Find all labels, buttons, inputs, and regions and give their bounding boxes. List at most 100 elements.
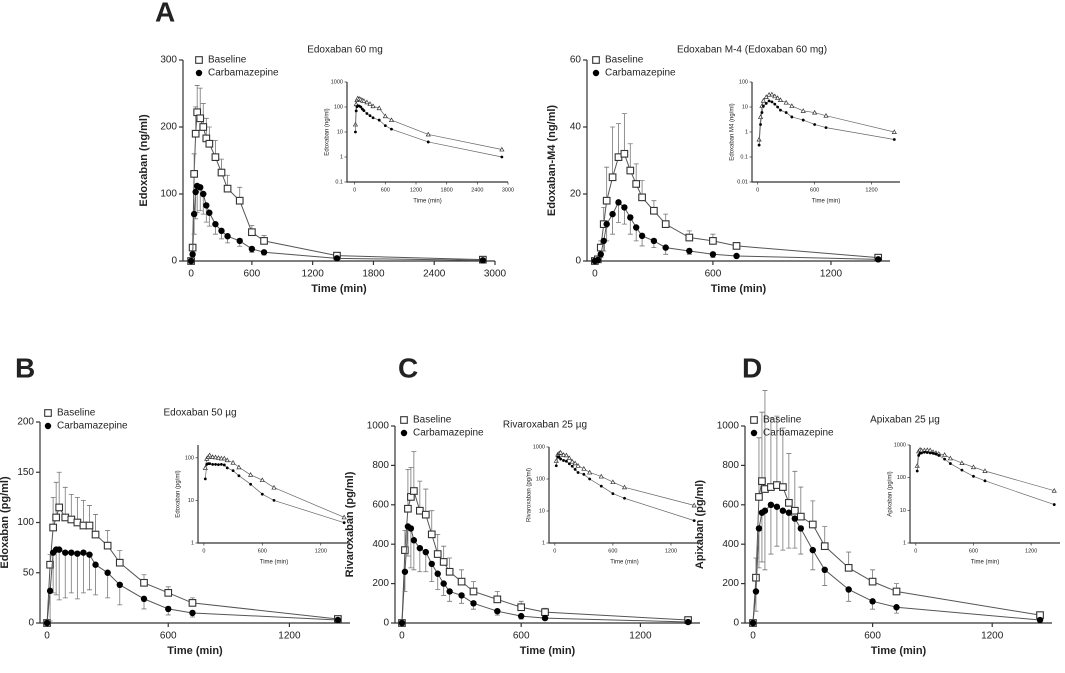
data-point <box>632 224 640 231</box>
data-point <box>600 237 607 245</box>
chart-title: Edoxaban M-4 (Edoxaban 60 mg) <box>677 45 827 56</box>
data-point <box>52 513 61 522</box>
inset-line-segment <box>428 134 502 150</box>
inset-y-tick-label: 10 <box>539 508 545 514</box>
inset-data-point <box>915 469 919 473</box>
y-tick-label: 600 <box>722 499 739 510</box>
data-point <box>791 515 799 522</box>
inset-data-point <box>779 108 782 112</box>
data-point <box>773 503 781 510</box>
inset-y-tick-label: 0.01 <box>737 179 748 185</box>
error-bar <box>610 214 616 235</box>
legend-label: Baseline <box>605 55 644 66</box>
data-point <box>650 237 658 245</box>
legend-label: Carbamazepine <box>413 428 484 439</box>
inset-data-point <box>599 484 603 488</box>
inset-data-point <box>959 460 965 466</box>
data-point <box>62 549 69 556</box>
inset-y-tick-label: 10 <box>742 104 748 110</box>
error-bar <box>759 512 765 563</box>
series-line <box>190 185 483 262</box>
data-point <box>334 616 342 624</box>
error-bar <box>762 390 768 490</box>
inset-data-point <box>570 464 574 468</box>
inset-data-point <box>371 116 375 120</box>
data-point <box>469 587 478 596</box>
inset-data-point <box>225 466 229 470</box>
inset-data-point <box>365 112 369 115</box>
inset-data-point <box>566 455 572 461</box>
error-bar <box>411 540 417 571</box>
inset-data-point <box>562 459 565 462</box>
data-point <box>116 581 123 589</box>
inset-data-point <box>943 457 947 461</box>
y-tick-label: 200 <box>17 417 34 428</box>
inset-data-point <box>388 117 395 123</box>
inset-x-tick-label: 600 <box>258 548 267 554</box>
data-point <box>428 560 435 568</box>
data-point <box>398 619 406 627</box>
data-point <box>260 237 268 245</box>
inset-line-segment <box>916 455 920 472</box>
inset-line-segment <box>758 124 761 146</box>
error-bar <box>68 552 74 594</box>
error-bar <box>786 453 792 503</box>
inset-line-segment <box>250 483 263 495</box>
error-bar <box>792 470 798 511</box>
inset-data-point <box>207 452 213 458</box>
inset-line-segment <box>391 128 429 143</box>
legend-marker <box>750 429 758 437</box>
error-bar <box>194 85 200 113</box>
y-tick-label: 400 <box>372 539 389 550</box>
inset-data-point <box>813 123 817 126</box>
data-point <box>779 483 787 491</box>
legend-marker <box>195 56 203 64</box>
data-point <box>440 580 447 587</box>
inset-data-point <box>212 454 219 460</box>
y-tick-label: 1000 <box>367 421 390 432</box>
data-point <box>779 507 787 514</box>
inset-data-point <box>426 140 430 144</box>
inset-x-tick-label: 0 <box>756 187 759 193</box>
y-tick-label: 0 <box>171 256 177 267</box>
data-point <box>199 123 208 131</box>
error-bar <box>423 552 429 573</box>
inset-data-point <box>211 463 215 466</box>
inset-data-point <box>221 455 227 461</box>
inset-x-axis-label: Time (min) <box>812 199 840 205</box>
inset-x-tick-label: 600 <box>608 548 617 554</box>
data-point <box>191 129 200 138</box>
inset-data-point <box>770 100 774 104</box>
inset-x-axis-label: Time (min) <box>260 560 288 566</box>
data-point <box>609 210 616 218</box>
inset-x-axis-label: Time (min) <box>610 560 638 566</box>
inset-data-point <box>775 95 781 100</box>
inset-data-point <box>1052 503 1056 506</box>
y-axis-label: Apixaban (pg/ml) <box>694 480 706 570</box>
inset-line-segment <box>273 500 345 524</box>
inset-x-tick-label: 1200 <box>315 548 327 554</box>
inset-data-point <box>947 455 953 461</box>
y-tick-label: 60 <box>570 55 582 66</box>
y-tick-label: 300 <box>160 55 177 66</box>
data-point <box>808 520 817 529</box>
inset-data-point <box>777 97 784 102</box>
x-tick-label: 600 <box>705 269 722 280</box>
inset-data-point <box>569 458 575 464</box>
data-point <box>410 537 418 544</box>
inset-data-point <box>368 114 372 118</box>
data-point <box>632 180 641 188</box>
error-bar <box>405 526 411 557</box>
inset-y-tick-label: 0.1 <box>335 179 343 185</box>
data-point <box>74 550 81 557</box>
x-tick-label: 1200 <box>278 631 301 642</box>
data-point <box>197 184 204 191</box>
inset-y-tick-label: 0.1 <box>740 154 748 160</box>
y-tick-label: 800 <box>722 460 739 471</box>
error-bar <box>756 437 762 497</box>
inset-x-tick-label: 1800 <box>441 187 453 193</box>
inset-data-point <box>390 127 393 131</box>
data-point <box>685 233 694 242</box>
data-point <box>190 170 198 178</box>
inset-line-segment <box>391 119 429 135</box>
